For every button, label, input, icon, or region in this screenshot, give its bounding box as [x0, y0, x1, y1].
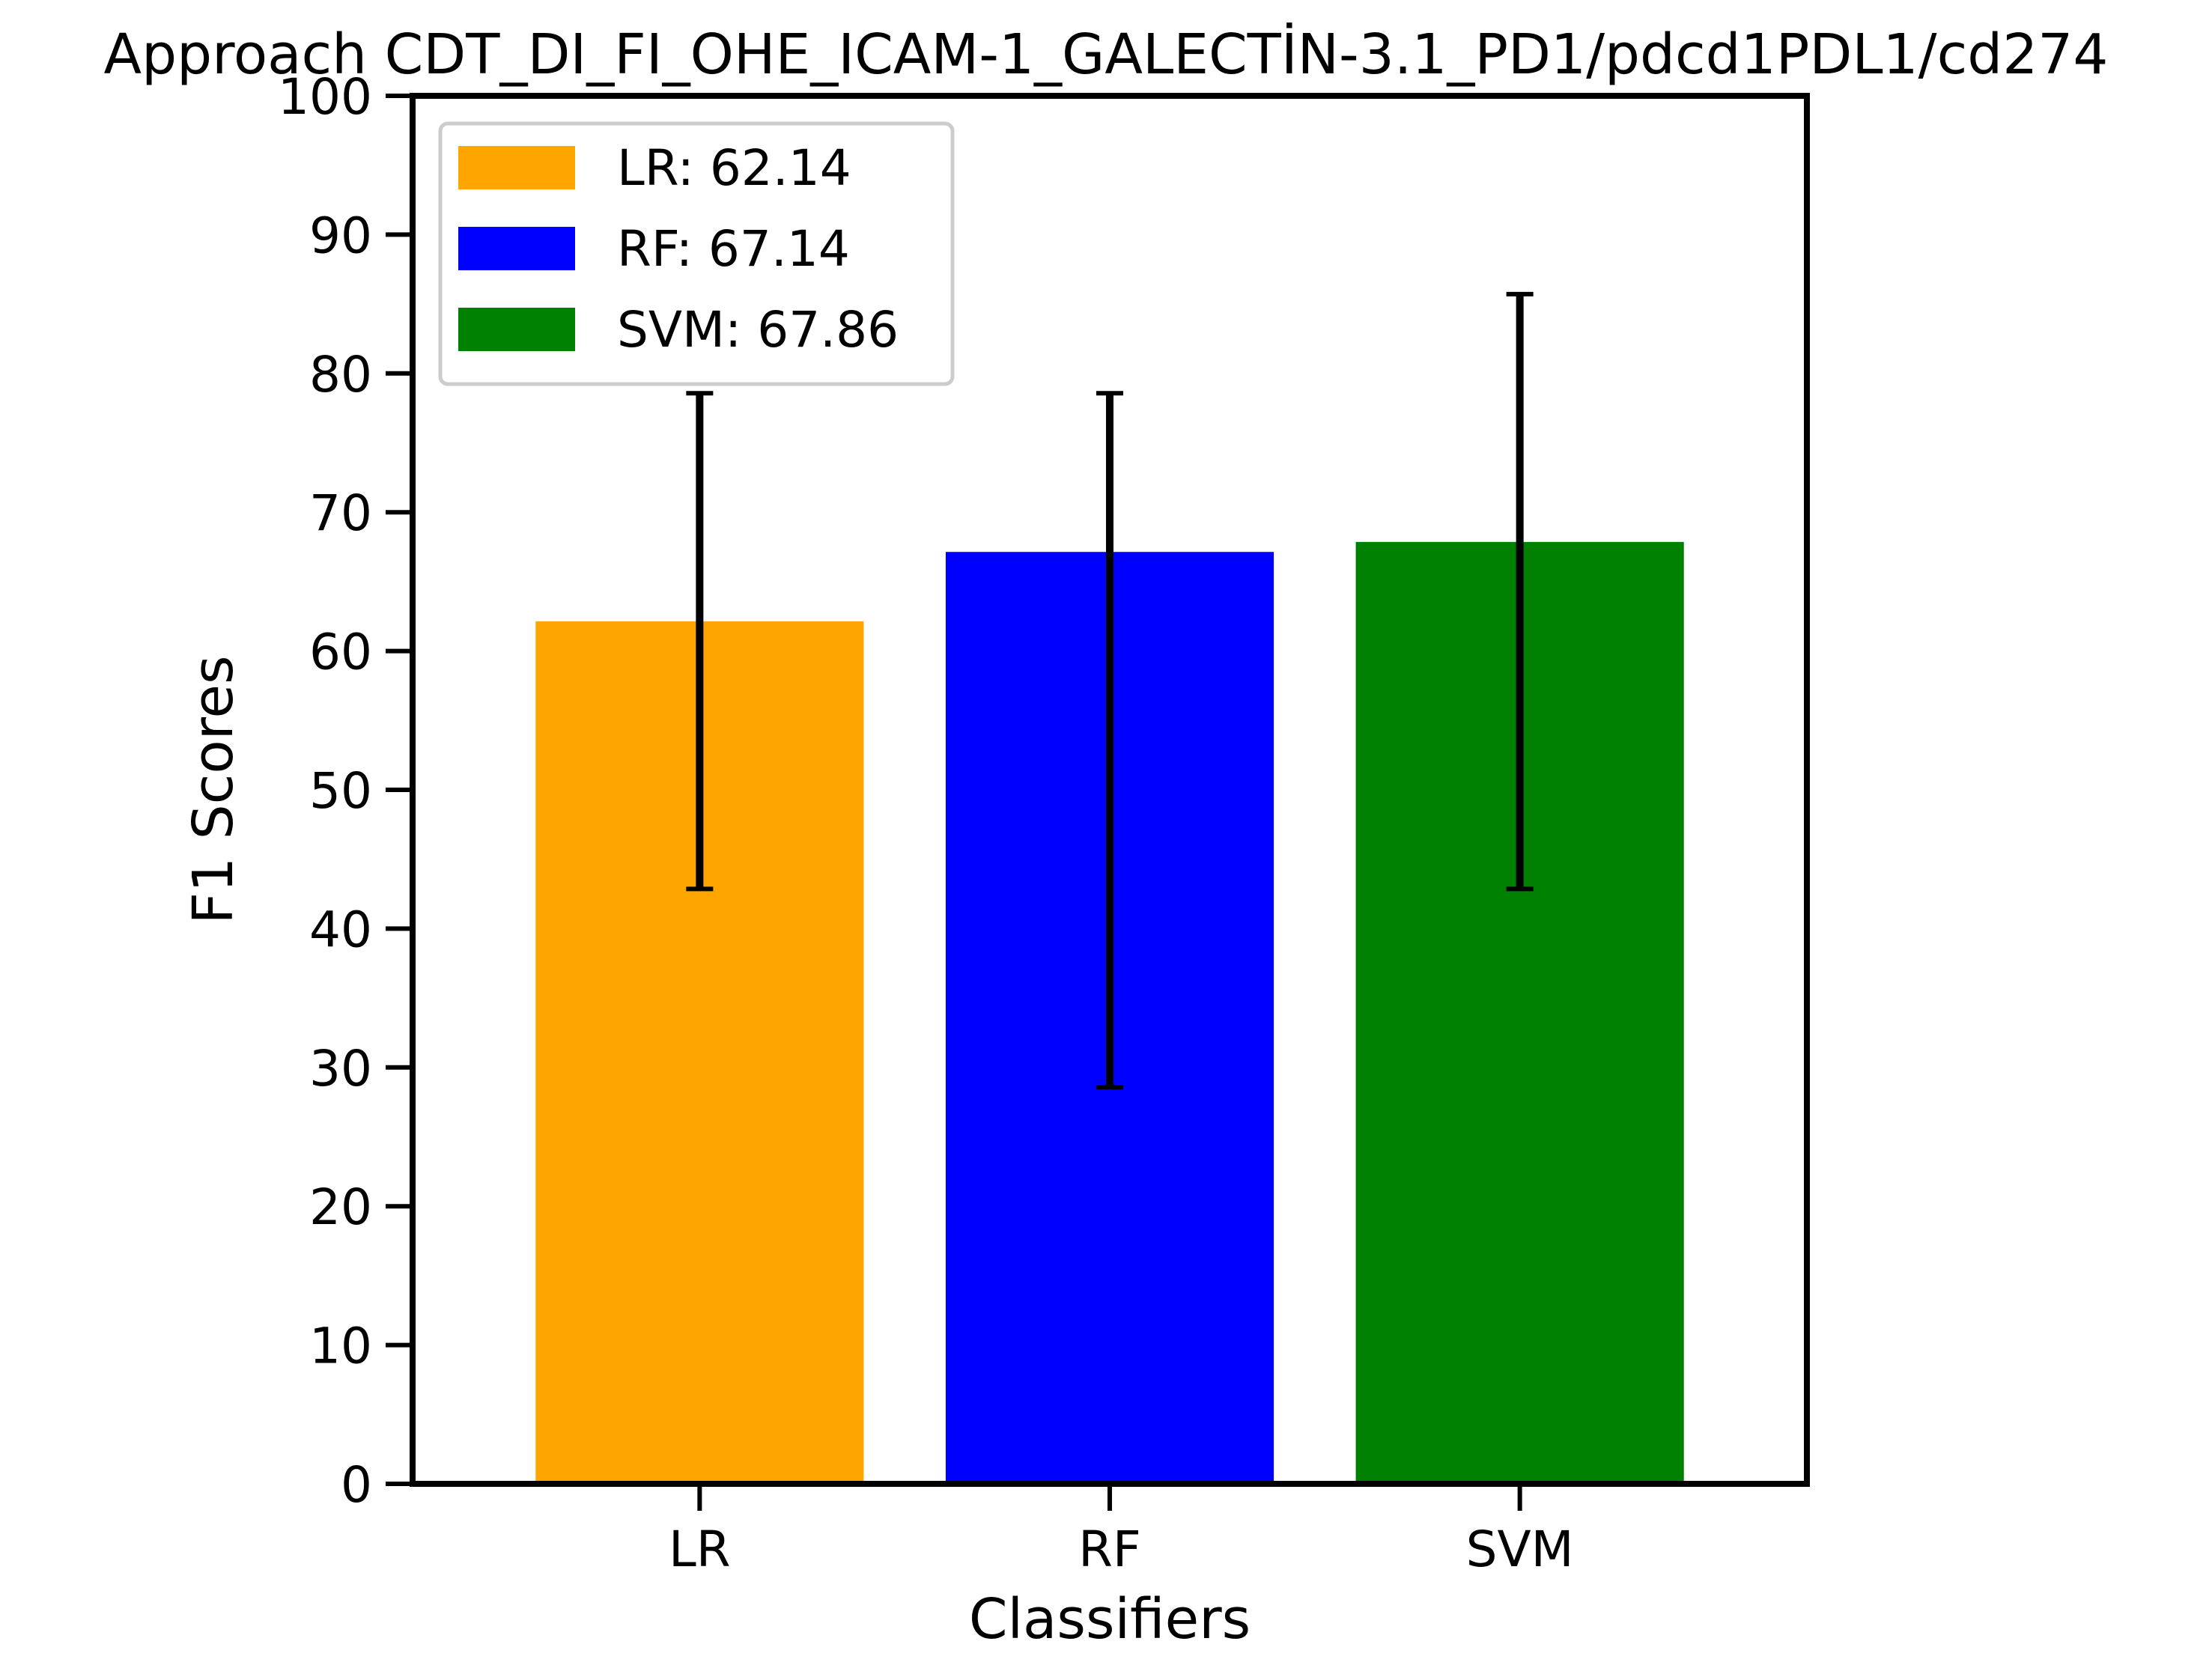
error-bar-svm [1506, 291, 1534, 892]
y-tick-label: 0 [341, 1456, 372, 1514]
x-axis: LR RF SVM [669, 1484, 1574, 1578]
legend-label: LR: 62.14 [617, 139, 851, 197]
error-bar-lr [686, 391, 714, 892]
legend-item-svm: SVM: 67.86 [458, 301, 899, 359]
y-axis-label: F1 Scores [181, 656, 246, 925]
y-tick-label: 70 [309, 484, 372, 542]
legend-label: RF: 67.14 [617, 220, 850, 278]
y-axis: 0 10 20 30 40 50 60 70 80 90 100 [278, 68, 413, 1514]
legend-swatch [458, 146, 575, 189]
legend-label: SVM: 67.86 [617, 301, 899, 359]
y-tick-label: 90 [309, 207, 372, 264]
legend-swatch [458, 227, 575, 270]
y-tick-label: 20 [309, 1178, 372, 1236]
error-bar-rf [1096, 391, 1123, 1090]
y-tick-label: 30 [309, 1040, 372, 1098]
y-tick-label: 60 [309, 624, 372, 681]
x-axis-label: Classifiers [969, 1587, 1251, 1652]
y-tick-label: 80 [309, 346, 372, 404]
y-tick-label: 10 [309, 1318, 372, 1375]
legend-item-rf: RF: 67.14 [458, 220, 850, 278]
y-tick-label: 100 [278, 68, 372, 126]
legend-item-lr: LR: 62.14 [458, 139, 851, 197]
x-tick-label-lr: LR [669, 1521, 731, 1578]
legend-swatch [458, 308, 575, 351]
chart-title: Approach CDT_DI_FI_OHE_ICAM-1_GALECTİN-3… [104, 22, 2109, 87]
legend: LR: 62.14 RF: 67.14 SVM: 67.86 [438, 121, 955, 386]
x-tick-label-rf: RF [1078, 1521, 1141, 1578]
x-tick-label-svm: SVM [1466, 1521, 1574, 1578]
y-tick-label: 50 [309, 762, 372, 820]
error-bars-group [686, 291, 1534, 1090]
y-tick-label: 40 [309, 901, 372, 958]
